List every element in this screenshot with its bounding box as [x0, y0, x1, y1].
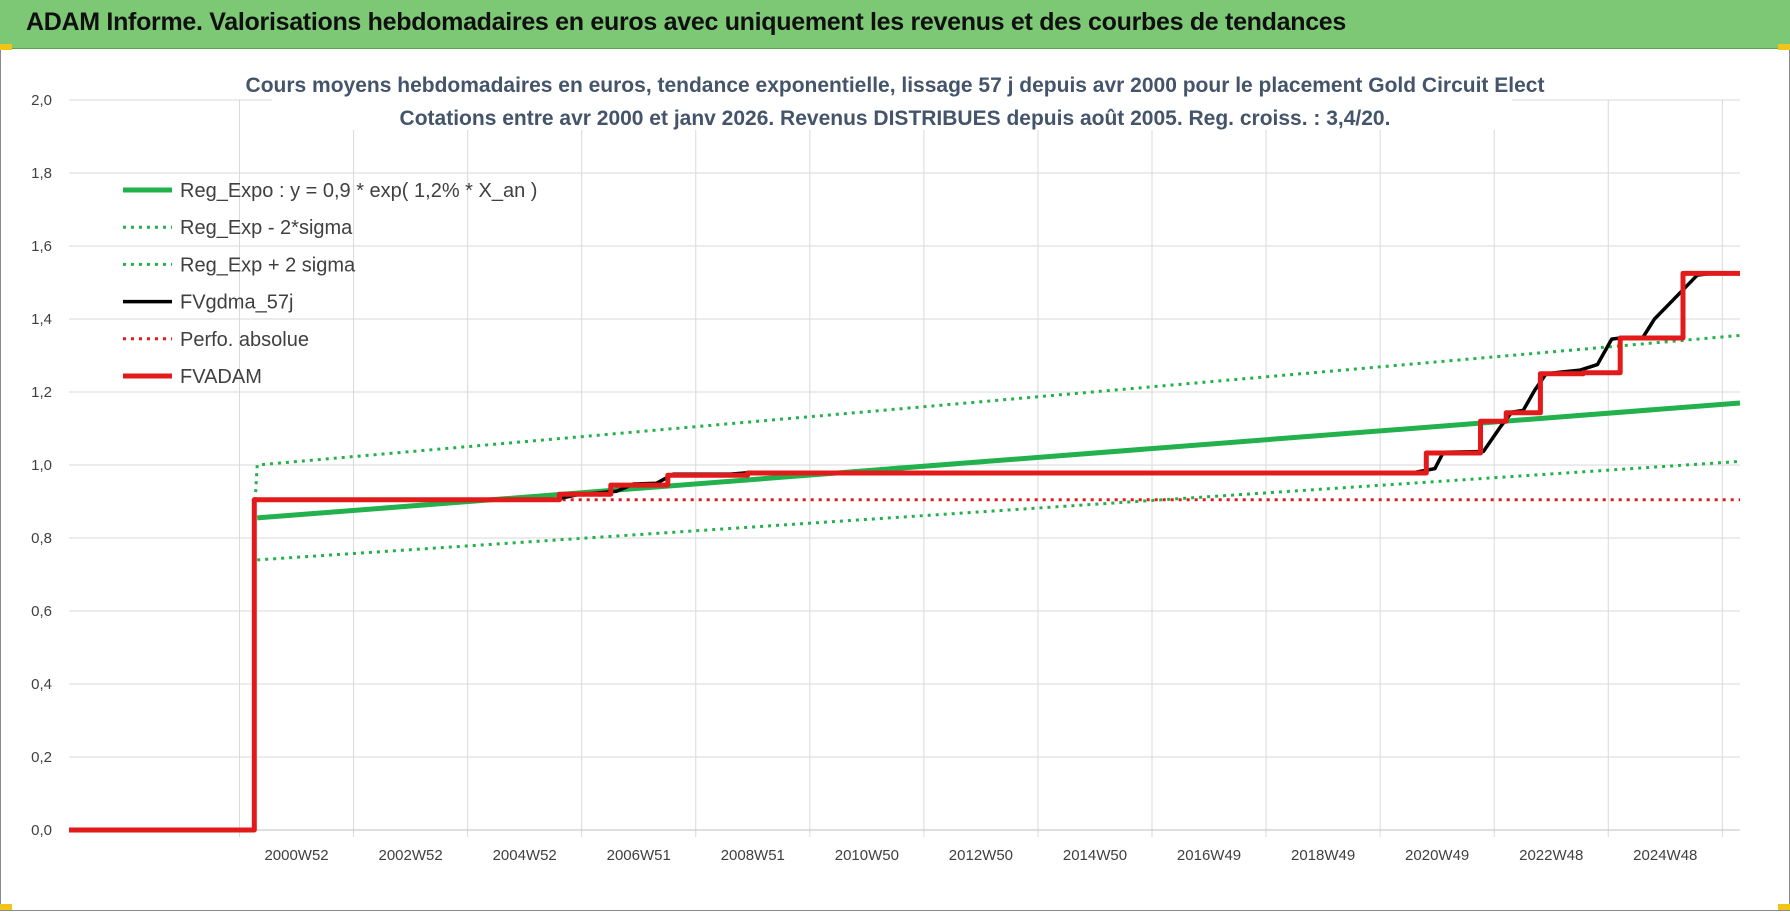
- x-tick-label: 2020W49: [1405, 847, 1469, 864]
- grid: [69, 99, 1740, 837]
- x-tick-label: 2010W50: [835, 847, 899, 864]
- x-tick-label: 2004W52: [493, 847, 557, 864]
- corner-marker-bottom-left: [0, 904, 12, 910]
- y-tick-label: 0,8: [31, 530, 52, 547]
- chart-subtitle: Cotations entre avr 2000 et janv 2026. R…: [400, 107, 1391, 130]
- series-layer: [69, 270, 1741, 833]
- legend: Reg_Expo : y = 0,9 * exp( 1,2% * X_an ) R…: [123, 180, 537, 388]
- report-banner: ADAM Informe. Valorisations hebdomadaire…: [0, 0, 1790, 49]
- corner-marker-bottom-right: [1778, 904, 1790, 910]
- x-tick-label: 2024W48: [1633, 847, 1697, 864]
- legend-label: FVADAM: [180, 366, 262, 388]
- report-title: ADAM Informe. Valorisations hebdomadaire…: [26, 8, 1347, 36]
- y-tick-label: 1,6: [31, 238, 52, 255]
- x-tick-label: 2000W52: [264, 847, 328, 864]
- y-tick-label: 0,4: [31, 676, 52, 693]
- series-line-reg-exp-2-sigma: [257, 459, 1741, 562]
- y-tick-label: 2,0: [31, 92, 52, 109]
- corner-marker-top-left: [0, 44, 12, 50]
- x-tick-label: 2016W49: [1177, 847, 1241, 864]
- y-axis: 0,0 0,2 0,4 0,6 0,8 1,0 1,2 1,4 1,6 1,8 2,0: [31, 92, 52, 839]
- x-tick-label: 2008W51: [721, 847, 785, 864]
- x-tick-label: 2022W48: [1519, 847, 1583, 864]
- y-tick-label: 0,2: [31, 749, 52, 766]
- y-tick-label: 1,4: [31, 311, 52, 328]
- y-tick-label: 1,2: [31, 384, 52, 401]
- y-tick-label: 0,0: [31, 822, 52, 839]
- series-line-reg-exp-2-sigma: [252, 333, 1741, 517]
- y-tick-label: 1,8: [31, 165, 52, 182]
- chart-title: Cours moyens hebdomadaires en euros, ten…: [246, 74, 1545, 97]
- series-line-perfo-absolue: [69, 498, 1740, 832]
- title-background: [272, 66, 1512, 130]
- chart: 0,0 0,2 0,4 0,6 0,8 1,0 1,2 1,4 1,6 1,8 2,0 2000W5…: [31, 66, 1741, 864]
- y-tick-label: 1,0: [31, 457, 52, 474]
- y-tick-label: 0,6: [31, 603, 52, 620]
- legend-label: Reg_Exp + 2 sigma: [180, 254, 356, 276]
- x-tick-label: 2018W49: [1291, 847, 1355, 864]
- series-line-fvadam: [69, 270, 1740, 833]
- legend-label: Reg_Expo : y = 0,9 * exp( 1,2% * X_an ): [180, 180, 537, 202]
- x-axis: 2000W52 2002W52 2004W52 2006W51 2008W51 2010W…: [69, 829, 1740, 864]
- legend-label: Reg_Exp - 2*sigma: [180, 217, 353, 239]
- x-tick-label: 2002W52: [379, 847, 443, 864]
- legend-label: Perfo. absolue: [180, 329, 309, 351]
- x-tick-label: 2014W50: [1063, 847, 1127, 864]
- corner-marker-top-right: [1778, 44, 1790, 50]
- x-tick-label: 2006W51: [607, 847, 671, 864]
- x-tick-label: 2012W50: [949, 847, 1013, 864]
- legend-label: FVgdma_57j: [180, 292, 293, 314]
